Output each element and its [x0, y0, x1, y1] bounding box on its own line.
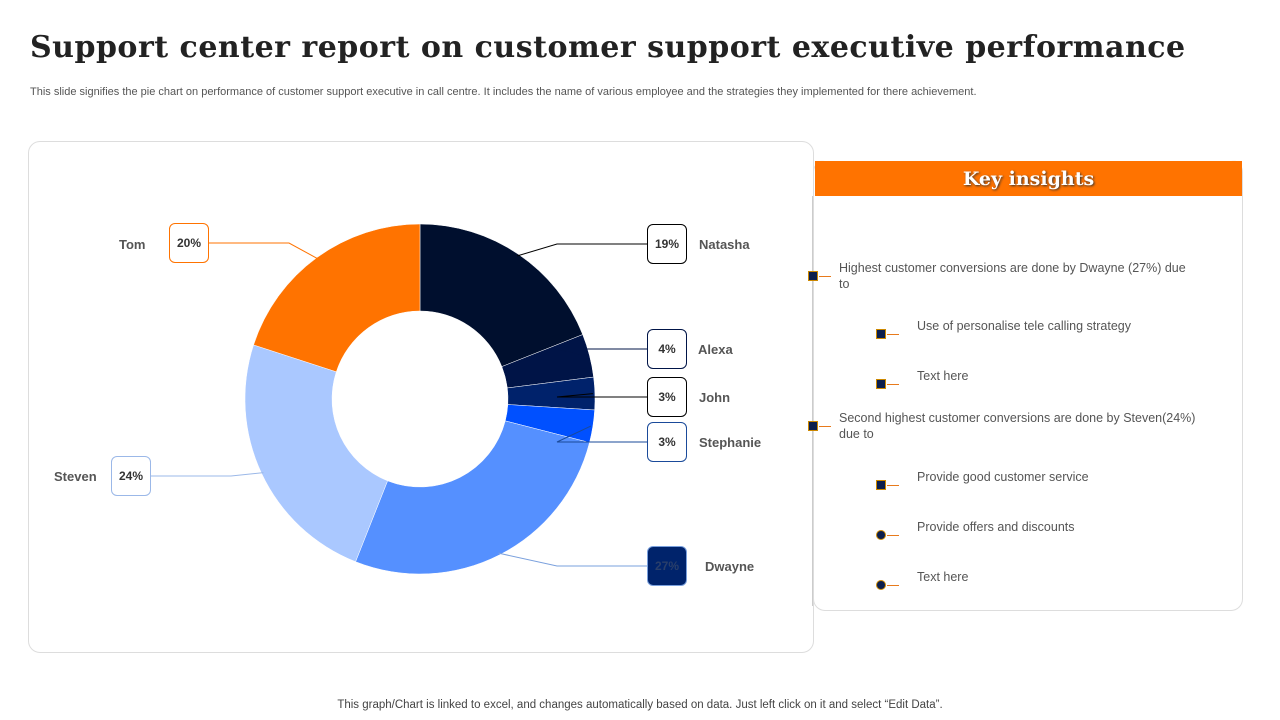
slice-steven[interactable] [244, 344, 388, 563]
insight-item: Text here [917, 570, 969, 584]
footer-note: This graph/Chart is linked to excel, and… [337, 699, 943, 711]
category-label: John [699, 390, 731, 405]
arrow-icon [887, 384, 899, 385]
bullet-square-icon [876, 329, 886, 339]
insight-item: Use of personalise tele calling strategy [917, 319, 1132, 333]
bullet-square-icon [808, 271, 818, 281]
leader-line-tom [209, 242, 319, 260]
leader-line-stephanie [556, 425, 647, 443]
slice-natasha[interactable] [419, 223, 584, 367]
data-label: 4% [647, 329, 687, 369]
category-label: Stephanie [699, 435, 762, 450]
data-label: 19% [647, 224, 687, 264]
page-subtitle: This slide signifies the pie chart on pe… [30, 86, 977, 98]
insight-item: Highest customer conversions are done by… [839, 261, 1186, 291]
bullet-square-icon [876, 480, 886, 490]
category-label: Alexa [698, 342, 733, 357]
category-label: Dwayne [705, 559, 755, 574]
category-label: Steven [54, 469, 97, 484]
data-label: 27% [647, 546, 687, 586]
category-label: Tom [119, 237, 146, 252]
data-label: 20% [169, 223, 209, 263]
insight-item: Provide good customer service [917, 470, 1089, 484]
bullet-square-icon [876, 379, 886, 389]
arrow-icon [819, 426, 831, 427]
slice-dwayne[interactable] [355, 420, 590, 575]
insight-item: Provide offers and discounts [917, 520, 1075, 534]
arrow-icon [819, 276, 831, 277]
bullet-circle-icon [876, 580, 886, 590]
slice-tom[interactable] [253, 223, 421, 373]
insights-panel [813, 160, 1243, 611]
insight-item: Second highest customer conversions are … [839, 411, 1196, 441]
leader-line-steven [151, 472, 264, 477]
arrow-icon [887, 334, 899, 335]
insights-title: Key insights [815, 161, 1242, 196]
bullet-square-icon [808, 421, 818, 431]
bullet-circle-icon [876, 530, 886, 540]
data-label: 3% [647, 377, 687, 417]
data-label: 24% [111, 456, 151, 496]
leader-line-john [556, 393, 647, 398]
insights-divider [812, 196, 813, 606]
arrow-icon [887, 535, 899, 536]
insight-item: Text here [917, 369, 969, 383]
leader-line-natasha [517, 243, 647, 257]
data-label: 3% [647, 422, 687, 462]
arrow-icon [887, 585, 899, 586]
category-label: Natasha [699, 237, 750, 252]
page-title: Support center report on customer suppor… [30, 30, 1186, 65]
leader-line-alexa [556, 348, 647, 357]
leader-line-dwayne [498, 552, 647, 567]
arrow-icon [887, 485, 899, 486]
